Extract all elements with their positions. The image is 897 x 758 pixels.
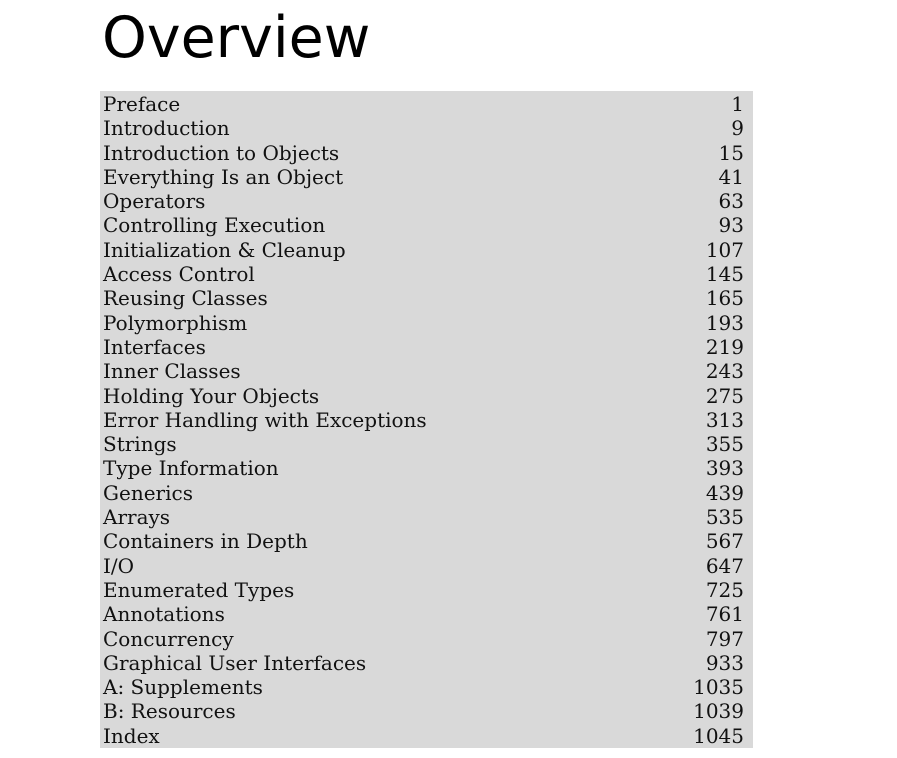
toc-entry-title: Introduction (103, 116, 230, 141)
toc-entry-page: 725 (705, 577, 744, 602)
toc-entry-page: 165 (705, 286, 744, 311)
toc-entry-title: Strings (103, 432, 177, 457)
toc-entry[interactable]: Everything Is an Object 41 (100, 165, 753, 189)
toc-entry-title: Everything Is an Object (103, 164, 344, 189)
toc-entry-title: Containers in Depth (103, 529, 308, 554)
toc-entry-page: 647 (705, 553, 744, 578)
toc-entry-title: Reusing Classes (103, 286, 268, 311)
toc-entry[interactable]: A: Supplements 1035 (100, 675, 753, 699)
toc-entry-title: Concurrency (103, 626, 234, 651)
toc-entry-page: 313 (705, 407, 744, 432)
toc-entry-page: 93 (718, 213, 744, 238)
toc-entry-page: 797 (705, 626, 744, 651)
toc-entry-page: 761 (705, 602, 744, 627)
toc-entry-page: 275 (705, 383, 744, 408)
toc-entry-title: A: Supplements (103, 675, 263, 700)
toc-entry-page: 243 (705, 359, 744, 384)
toc-entry[interactable]: Generics 439 (100, 481, 753, 505)
toc-entry-title: Operators (103, 189, 206, 214)
toc-entry[interactable]: Preface 1 (100, 92, 753, 116)
toc-entry[interactable]: Type Information 393 (100, 456, 753, 480)
toc-entry-page: 567 (705, 529, 744, 554)
toc-entry-page: 355 (705, 432, 744, 457)
toc-entry-title: Initialization & Cleanup (103, 237, 346, 262)
toc-entry-title: B: Resources (103, 699, 236, 724)
toc-entry-title: Error Handling with Exceptions (103, 407, 427, 432)
toc-entry[interactable]: Access Control 145 (100, 262, 753, 286)
toc-entry-page: 1 (731, 92, 744, 116)
toc-entry[interactable]: B: Resources 1039 (100, 699, 753, 723)
toc-entry[interactable]: Index 1045 (100, 724, 753, 748)
toc-entry-title: Graphical User Interfaces (103, 650, 367, 675)
toc-entry-page: 439 (705, 480, 744, 505)
toc-entry-page: 107 (705, 237, 744, 262)
toc-entry[interactable]: Polymorphism 193 (100, 311, 753, 335)
toc-entry[interactable]: Graphical User Interfaces 933 (100, 651, 753, 675)
toc-entry[interactable]: Arrays 535 (100, 505, 753, 529)
toc-entry[interactable]: Initialization & Cleanup 107 (100, 238, 753, 262)
toc-entry[interactable]: Interfaces 219 (100, 335, 753, 359)
toc-entry[interactable]: Introduction 9 (100, 116, 753, 140)
toc-entry-title: Type Information (103, 456, 279, 481)
toc-entry-title: Introduction to Objects (103, 140, 340, 165)
toc-entry[interactable]: Enumerated Types 725 (100, 578, 753, 602)
toc-entry[interactable]: Reusing Classes 165 (100, 286, 753, 310)
toc-entry[interactable]: Operators 63 (100, 189, 753, 213)
toc-entry-page: 1039 (693, 699, 744, 724)
toc-entry[interactable]: I/O 647 (100, 554, 753, 578)
toc-entry-title: Preface (103, 92, 181, 116)
toc-entry[interactable]: Error Handling with Exceptions 313 (100, 408, 753, 432)
toc-entry-page: 393 (705, 456, 744, 481)
table-of-contents: Preface 1 Introduction 9 Introduction to O… (100, 91, 753, 748)
toc-entry-title: Access Control (103, 262, 255, 287)
toc-entry[interactable]: Concurrency 797 (100, 627, 753, 651)
toc-entry-page: 63 (718, 189, 744, 214)
toc-entry-page: 9 (731, 116, 744, 141)
toc-entry-page: 193 (705, 310, 744, 335)
toc-entry-page: 933 (705, 650, 744, 675)
toc-entry[interactable]: Strings 355 (100, 432, 753, 456)
page-title: Overview (102, 5, 371, 71)
toc-entry-page: 41 (718, 164, 744, 189)
toc-entry-title: Holding Your Objects (103, 383, 320, 408)
toc-entry-title: I/O (103, 553, 135, 578)
toc-entry-title: Controlling Execution (103, 213, 326, 238)
toc-entry[interactable]: Holding Your Objects 275 (100, 384, 753, 408)
toc-entry-title: Generics (103, 480, 193, 505)
toc-entry-title: Enumerated Types (103, 577, 295, 602)
toc-entry-page: 145 (705, 262, 744, 287)
toc-entry-title: Interfaces (103, 334, 206, 359)
toc-entry-page: 1035 (693, 675, 744, 700)
toc-entry-page: 1045 (693, 723, 744, 748)
toc-entry-page: 219 (705, 334, 744, 359)
toc-entry-title: Arrays (103, 505, 171, 530)
toc-entry-title: Index (103, 723, 160, 748)
toc-entry[interactable]: Containers in Depth 567 (100, 529, 753, 553)
toc-entry-page: 15 (718, 140, 744, 165)
toc-entry-title: Inner Classes (103, 359, 241, 384)
toc-entry[interactable]: Annotations 761 (100, 602, 753, 626)
toc-entry-title: Polymorphism (103, 310, 248, 335)
toc-entry-title: Annotations (103, 602, 225, 627)
toc-entry[interactable]: Introduction to Objects 15 (100, 141, 753, 165)
toc-entry-page: 535 (705, 505, 744, 530)
toc-entry[interactable]: Controlling Execution 93 (100, 213, 753, 237)
toc-entry[interactable]: Inner Classes 243 (100, 359, 753, 383)
